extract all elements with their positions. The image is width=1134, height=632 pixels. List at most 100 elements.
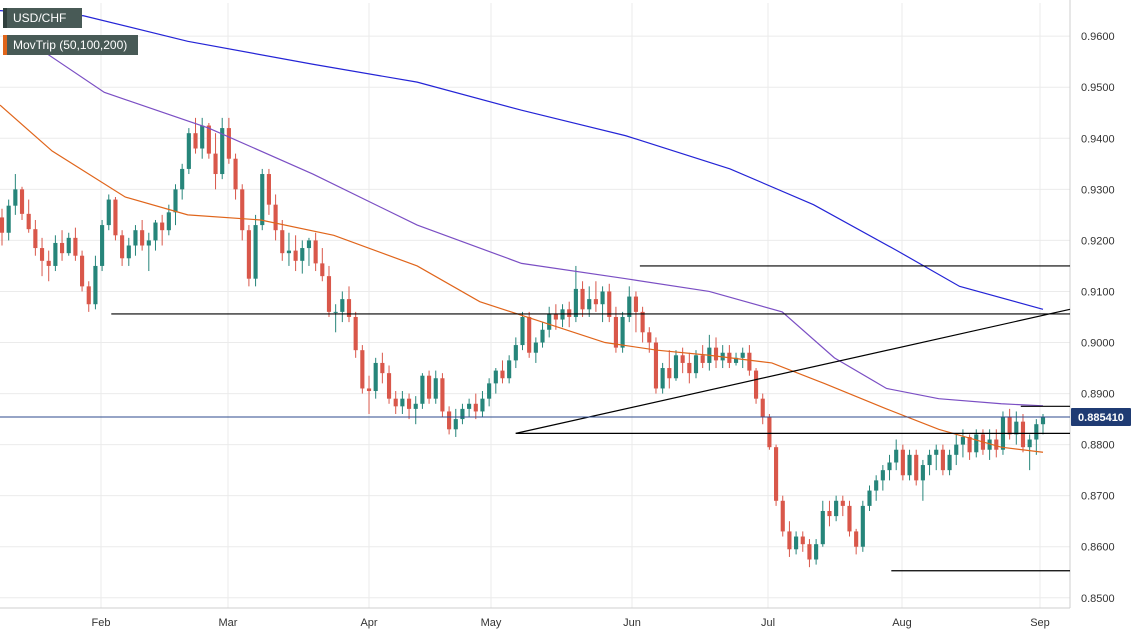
candle-up bbox=[460, 408, 465, 420]
candle-up bbox=[794, 536, 799, 550]
candle-up bbox=[547, 314, 552, 330]
candle-down bbox=[1020, 421, 1026, 448]
candle-up bbox=[620, 316, 625, 348]
candle-up bbox=[600, 291, 605, 305]
y-tick-label: 0.8800 bbox=[1081, 440, 1115, 452]
candle-down bbox=[140, 230, 145, 246]
candle-down bbox=[86, 286, 91, 305]
candle-down bbox=[326, 276, 332, 312]
candle-up bbox=[220, 128, 225, 175]
candle-up bbox=[146, 240, 151, 246]
candle-down bbox=[346, 299, 352, 317]
candle-down bbox=[233, 158, 238, 190]
candle-down bbox=[246, 230, 251, 279]
candle-up bbox=[507, 360, 512, 379]
candle-down bbox=[647, 332, 652, 343]
candle-down bbox=[193, 133, 198, 149]
candle-up bbox=[173, 189, 178, 213]
candle-up bbox=[814, 544, 819, 560]
candle-down bbox=[700, 355, 705, 363]
y-tick-label: 0.9600 bbox=[1081, 31, 1115, 43]
candle-down bbox=[553, 314, 558, 320]
candle-up bbox=[340, 299, 345, 312]
candle-up bbox=[947, 454, 952, 471]
x-tick-label: Mar bbox=[219, 617, 238, 629]
candle-up bbox=[693, 355, 699, 374]
candle-up bbox=[413, 403, 418, 409]
trendline bbox=[515, 308, 1071, 434]
x-tick-label: Feb bbox=[92, 617, 111, 629]
candle-up bbox=[186, 133, 191, 169]
candle-up bbox=[100, 225, 105, 266]
candle-down bbox=[807, 544, 812, 560]
candle-down bbox=[33, 229, 38, 249]
candle-up bbox=[587, 299, 592, 310]
candle-up bbox=[820, 510, 825, 545]
candle-down bbox=[747, 352, 752, 371]
candle-up bbox=[954, 444, 959, 455]
candle-up bbox=[834, 500, 839, 517]
candle-down bbox=[473, 403, 478, 412]
candle-down bbox=[353, 316, 358, 351]
candle-down bbox=[967, 436, 972, 453]
candle-up bbox=[920, 465, 925, 481]
candle-up bbox=[467, 403, 472, 409]
candle-down bbox=[386, 373, 392, 399]
candle-down bbox=[213, 153, 218, 175]
candle-down bbox=[580, 288, 585, 310]
candle-down bbox=[240, 189, 245, 231]
candle-up bbox=[480, 398, 485, 412]
y-tick-label: 0.9300 bbox=[1081, 184, 1115, 196]
candle-up bbox=[260, 174, 265, 226]
candle-down bbox=[1007, 416, 1012, 435]
candle-down bbox=[653, 342, 659, 389]
candle-down bbox=[447, 411, 452, 430]
candle-down bbox=[680, 355, 685, 363]
candle-down bbox=[527, 316, 532, 353]
indicator-label: MovTrip (50,100,200) bbox=[13, 38, 128, 52]
candle-up bbox=[493, 370, 498, 384]
candle-down bbox=[567, 309, 572, 317]
candle-up bbox=[66, 237, 71, 254]
candle-up bbox=[860, 505, 865, 547]
candle-up bbox=[740, 352, 745, 358]
candle-down bbox=[840, 500, 845, 506]
candle-down bbox=[753, 370, 759, 399]
candle-up bbox=[487, 383, 492, 399]
candle-down bbox=[59, 242, 65, 254]
candle-down bbox=[767, 416, 772, 448]
candle-up bbox=[433, 378, 438, 399]
x-tick-label: Apr bbox=[360, 617, 377, 629]
candle-down bbox=[366, 388, 372, 392]
candle-up bbox=[373, 362, 378, 392]
candle-up bbox=[180, 168, 185, 190]
candle-up bbox=[660, 368, 665, 389]
candle-up bbox=[1014, 421, 1019, 435]
candle-down bbox=[393, 398, 398, 407]
last-price-label: 0.885410 bbox=[1078, 412, 1124, 424]
candle-up bbox=[1034, 424, 1039, 440]
last-price-label-bg bbox=[1071, 408, 1131, 427]
candle-down bbox=[26, 213, 31, 230]
candle-down bbox=[406, 398, 412, 409]
y-tick-label: 0.9100 bbox=[1081, 286, 1115, 298]
ma100-line bbox=[20, 35, 1044, 407]
candle-down bbox=[854, 531, 859, 547]
candle-up bbox=[1040, 417, 1046, 425]
candle-up bbox=[880, 470, 885, 481]
symbol-label: USD/CHF bbox=[13, 11, 67, 25]
candle-down bbox=[226, 128, 231, 159]
candle-up bbox=[333, 311, 338, 313]
candle-down bbox=[313, 240, 318, 264]
candle-down bbox=[160, 222, 165, 231]
candle-up bbox=[987, 439, 992, 450]
candle-down bbox=[500, 370, 505, 379]
candle-down bbox=[293, 250, 298, 261]
candle-up bbox=[867, 490, 872, 506]
candle-down bbox=[320, 263, 325, 277]
candle-down bbox=[46, 260, 51, 266]
candle-up bbox=[153, 222, 158, 241]
candle-up bbox=[13, 189, 18, 206]
